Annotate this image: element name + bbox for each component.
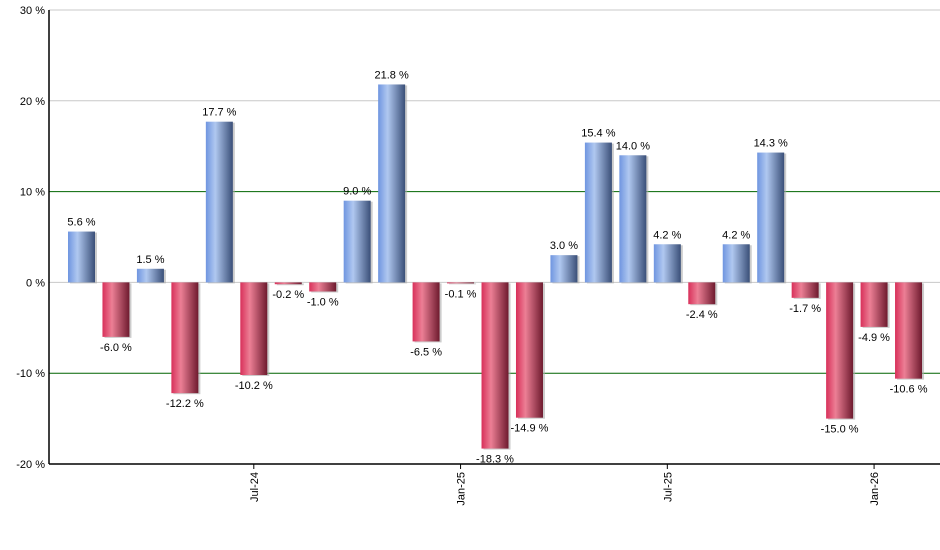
y-tick-label: -20 %	[16, 459, 45, 471]
bar	[688, 282, 716, 305]
data-label: 21.8 %	[375, 69, 409, 81]
data-label: 4.2 %	[722, 229, 750, 241]
data-label: 4.2 %	[653, 229, 681, 241]
bar	[343, 200, 371, 283]
bar	[791, 282, 819, 298]
bar	[584, 142, 612, 283]
data-label: 15.4 %	[581, 128, 615, 140]
x-tick-label: Jul-25	[662, 472, 674, 502]
bar	[515, 282, 543, 418]
data-label: -6.5 %	[410, 346, 442, 358]
bar	[274, 282, 302, 285]
bar	[895, 282, 923, 379]
bar	[619, 155, 647, 283]
bar	[653, 244, 681, 283]
data-label: -2.4 %	[686, 309, 718, 321]
data-label: 9.0 %	[343, 186, 371, 198]
data-label: -10.6 %	[890, 384, 928, 396]
bar	[826, 282, 854, 419]
x-tick-label: Jan-26	[869, 472, 881, 506]
bar	[309, 282, 337, 292]
x-tick-label: Jul-24	[249, 472, 261, 502]
y-tick-label: 0 %	[26, 277, 45, 289]
x-tick-label: Jan-25	[456, 472, 468, 506]
data-label: -0.2 %	[272, 289, 304, 301]
bar	[860, 282, 888, 327]
bar	[550, 255, 578, 283]
bar	[68, 231, 95, 283]
data-label: -0.1 %	[445, 288, 477, 300]
y-tick-label: 10 %	[20, 187, 45, 199]
data-label: 1.5 %	[136, 254, 164, 266]
data-label: 5.6 %	[67, 217, 95, 229]
data-label: -18.3 %	[476, 454, 514, 466]
data-label: 17.7 %	[202, 107, 236, 119]
bar	[240, 282, 268, 376]
data-label: 14.0 %	[616, 140, 650, 152]
data-label: -1.0 %	[307, 296, 339, 308]
y-tick-label: 20 %	[20, 96, 45, 108]
y-tick-label: -10 %	[16, 368, 45, 380]
bar	[171, 282, 199, 394]
data-label: -6.0 %	[100, 342, 132, 354]
bar	[447, 282, 475, 284]
bar	[136, 268, 164, 283]
data-label: -12.2 %	[166, 398, 204, 410]
bar	[102, 282, 130, 337]
y-tick-label: 30 %	[20, 5, 45, 17]
bar	[757, 152, 785, 283]
data-label: -10.2 %	[235, 380, 273, 392]
bar-shadow	[449, 283, 477, 285]
data-label: -1.7 %	[789, 303, 821, 315]
bar	[378, 84, 406, 283]
bar	[205, 121, 233, 283]
data-label: 3.0 %	[550, 240, 578, 252]
bar-shadow	[276, 283, 304, 286]
bar	[481, 282, 509, 449]
data-label: 14.3 %	[754, 138, 788, 150]
bar	[722, 244, 750, 283]
data-label: -14.9 %	[511, 423, 549, 435]
data-label: -15.0 %	[821, 424, 859, 436]
bar	[412, 282, 440, 342]
data-label: -4.9 %	[858, 332, 890, 344]
